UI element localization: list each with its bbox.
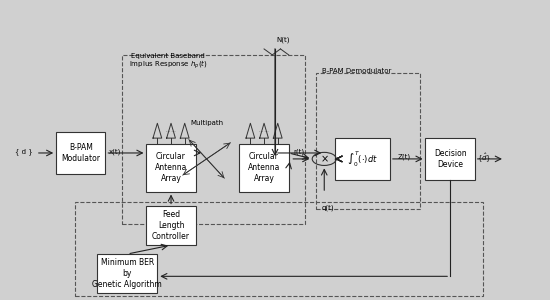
- Text: Decision
Device: Decision Device: [434, 149, 466, 169]
- Text: Z(t): Z(t): [398, 154, 411, 160]
- Text: Feed
Length
Controller: Feed Length Controller: [152, 210, 190, 242]
- Text: N(t): N(t): [277, 37, 290, 43]
- FancyBboxPatch shape: [97, 254, 157, 293]
- Text: Equivalent Baseband: Equivalent Baseband: [131, 53, 205, 59]
- Text: Multipath: Multipath: [190, 120, 223, 126]
- FancyBboxPatch shape: [239, 144, 289, 192]
- Text: - - - -: - - - -: [166, 129, 176, 133]
- FancyBboxPatch shape: [335, 138, 390, 180]
- Text: - - - -: - - - -: [259, 129, 269, 133]
- FancyBboxPatch shape: [146, 206, 196, 245]
- Text: r(t): r(t): [294, 148, 305, 155]
- Text: x(t): x(t): [109, 148, 122, 155]
- Text: $\int_{0}^{T}(\cdot)dt$: $\int_{0}^{T}(\cdot)dt$: [347, 149, 378, 169]
- Text: Circular
Antenna
Array: Circular Antenna Array: [248, 152, 280, 183]
- FancyBboxPatch shape: [426, 138, 475, 180]
- Text: $\{\hat{d}\}$: $\{\hat{d}\}$: [477, 151, 492, 164]
- Text: q(t): q(t): [322, 205, 334, 211]
- Text: $\times$: $\times$: [320, 154, 329, 164]
- FancyBboxPatch shape: [146, 144, 196, 192]
- Text: Implus Response $h_p(t)$: Implus Response $h_p(t)$: [129, 59, 208, 71]
- FancyBboxPatch shape: [56, 132, 106, 174]
- Text: { d }: { d }: [15, 148, 33, 155]
- Text: B-PAM
Modulator: B-PAM Modulator: [61, 143, 100, 163]
- Text: Circular
Antenna
Array: Circular Antenna Array: [155, 152, 187, 183]
- Text: Minimum BER
by
Genetic Algorithm: Minimum BER by Genetic Algorithm: [92, 258, 162, 289]
- Text: B-PAM Demodulator: B-PAM Demodulator: [322, 68, 392, 74]
